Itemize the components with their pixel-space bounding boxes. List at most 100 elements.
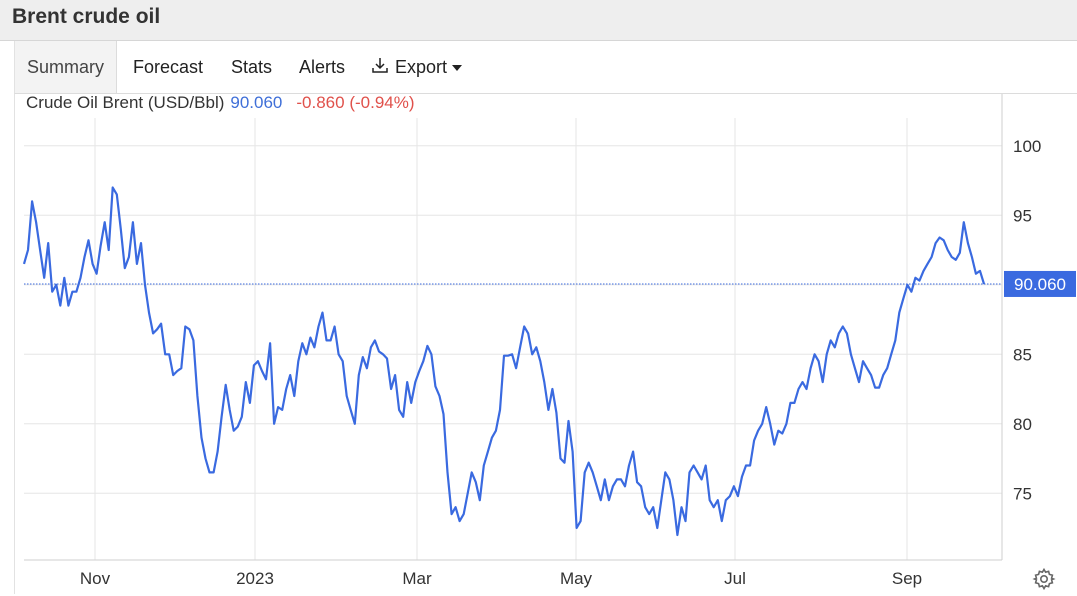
data-point <box>963 221 965 223</box>
data-point <box>398 409 400 411</box>
data-point <box>584 471 586 473</box>
data-point <box>773 444 775 446</box>
data-point <box>878 387 880 389</box>
data-point <box>519 346 521 348</box>
data-point <box>709 499 711 501</box>
data-point <box>434 385 436 387</box>
data-point <box>935 242 937 244</box>
data-point <box>769 423 771 425</box>
data-point <box>75 291 77 293</box>
tab-summary[interactable]: Summary <box>15 41 118 93</box>
gear-icon[interactable] <box>1032 567 1056 596</box>
data-point <box>330 339 332 341</box>
data-point <box>568 420 570 422</box>
data-point <box>168 353 170 355</box>
y-tick-label: 80 <box>1013 415 1032 434</box>
data-point <box>334 326 336 328</box>
data-point <box>338 353 340 355</box>
data-point <box>301 342 303 344</box>
data-point <box>507 355 509 357</box>
data-point <box>382 353 384 355</box>
data-point <box>205 458 207 460</box>
data-point <box>269 342 271 344</box>
data-point <box>305 353 307 355</box>
data-point <box>902 298 904 300</box>
data-point <box>927 263 929 265</box>
data-point <box>27 249 29 251</box>
data-point <box>656 527 658 529</box>
data-point <box>588 462 590 464</box>
data-point <box>830 339 832 341</box>
data-point <box>689 471 691 473</box>
data-point <box>874 387 876 389</box>
data-point <box>810 367 812 369</box>
data-point <box>249 402 251 404</box>
data-point <box>491 437 493 439</box>
data-point <box>983 283 985 285</box>
data-point <box>136 263 138 265</box>
data-point <box>192 339 194 341</box>
data-point <box>406 381 408 383</box>
data-point <box>410 402 412 404</box>
tab-forecast-label: Forecast <box>133 57 204 77</box>
data-point <box>257 360 259 362</box>
data-point <box>261 370 263 372</box>
data-point <box>834 346 836 348</box>
data-point <box>188 328 190 330</box>
data-point <box>560 458 562 460</box>
data-point <box>156 328 158 330</box>
data-point <box>951 256 953 258</box>
data-point <box>374 339 376 341</box>
data-point <box>152 332 154 334</box>
download-icon <box>371 42 389 94</box>
tab-summary-label: Summary <box>27 57 105 77</box>
data-point <box>100 245 102 247</box>
data-point <box>640 485 642 487</box>
data-point <box>350 409 352 411</box>
data-point <box>947 249 949 251</box>
data-point <box>555 412 557 414</box>
data-point <box>850 353 852 355</box>
data-point <box>172 374 174 376</box>
data-point <box>245 381 247 383</box>
export-button[interactable]: Export <box>371 41 463 94</box>
data-point <box>906 284 908 286</box>
data-point <box>459 520 461 522</box>
data-point <box>854 367 856 369</box>
data-point <box>455 506 457 508</box>
data-point <box>757 430 759 432</box>
data-point <box>414 381 416 383</box>
tab-stats[interactable]: Stats <box>231 41 272 93</box>
data-point <box>733 485 735 487</box>
data-point <box>713 506 715 508</box>
data-point <box>898 312 900 314</box>
data-point <box>894 339 896 341</box>
data-point <box>362 356 364 358</box>
data-point <box>580 520 582 522</box>
data-point <box>309 337 311 339</box>
data-point <box>971 256 973 258</box>
tab-alerts[interactable]: Alerts <box>299 41 345 93</box>
data-point <box>620 478 622 480</box>
title-bar: Brent crude oil <box>0 0 1077 41</box>
data-point <box>390 388 392 390</box>
x-tick-label: Mar <box>402 569 432 588</box>
data-point <box>777 430 779 432</box>
data-point <box>608 499 610 501</box>
series-layer <box>22 186 986 537</box>
data-point <box>439 395 441 397</box>
data-point <box>600 499 602 501</box>
data-point <box>293 395 295 397</box>
y-tick-label: 75 <box>1013 484 1032 503</box>
data-point <box>475 481 477 483</box>
data-point <box>959 252 961 254</box>
data-point <box>67 305 69 307</box>
data-point <box>681 506 683 508</box>
data-point <box>285 388 287 390</box>
chevron-down-icon <box>452 65 463 72</box>
data-point <box>685 520 687 522</box>
data-point <box>660 499 662 501</box>
data-point <box>616 478 618 480</box>
data-point <box>233 430 235 432</box>
tab-forecast[interactable]: Forecast <box>133 41 203 93</box>
